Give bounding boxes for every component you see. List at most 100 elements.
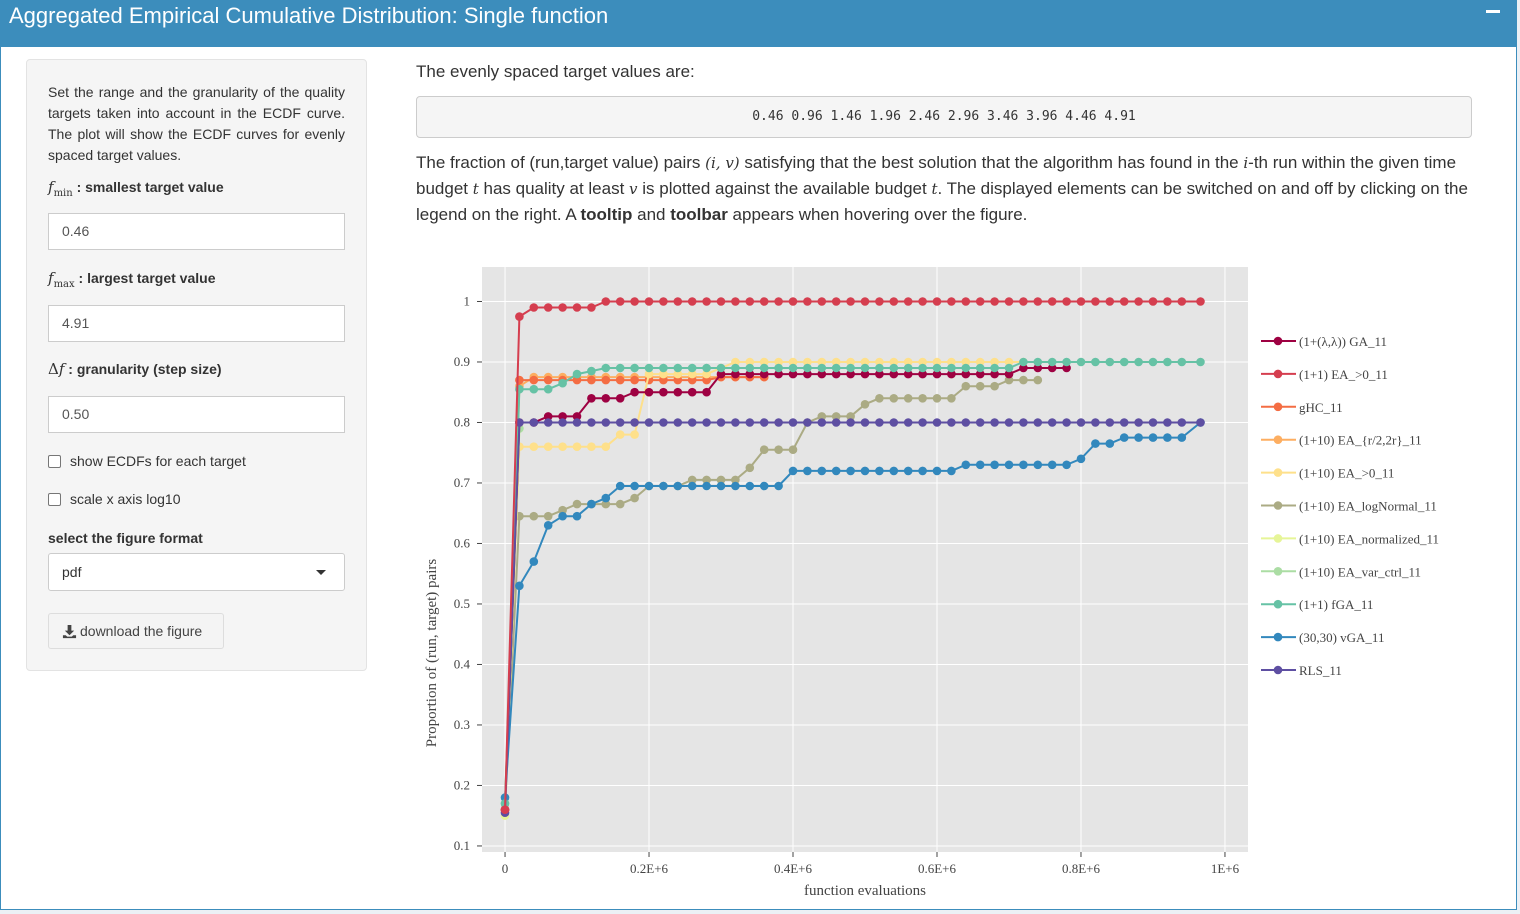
legend-item[interactable]: (1+10) EA_>0_11 (1261, 466, 1394, 481)
data-point (1062, 363, 1071, 373)
format-select[interactable]: pdf (48, 553, 345, 591)
data-point (846, 357, 855, 367)
data-point (803, 466, 812, 476)
show-ecdfs-checkbox-row[interactable]: show ECDFs for each target (48, 453, 246, 469)
data-point (817, 418, 827, 427)
scale-log-checkbox-row[interactable]: scale x axis log10 (48, 491, 181, 507)
data-point (788, 297, 798, 306)
data-point (903, 297, 913, 306)
data-point (961, 297, 971, 306)
fmin-input[interactable]: 0.46 (48, 213, 345, 250)
delta-input[interactable]: 0.50 (48, 396, 345, 433)
data-point (889, 466, 899, 476)
data-point (659, 481, 668, 491)
data-point (659, 369, 668, 379)
legend-label: (1+10) EA_normalized_11 (1299, 531, 1439, 546)
x-tick-label: 0.8E+6 (1062, 861, 1101, 876)
data-point (975, 363, 985, 373)
data-point (961, 369, 971, 379)
sidebar-description: Set the range and the granularity of the… (48, 84, 345, 163)
data-point (687, 375, 697, 385)
legend-item[interactable]: (1+1) fGA_11 (1261, 597, 1373, 612)
scale-log-checkbox[interactable] (48, 492, 61, 506)
legend-item[interactable]: (30,30) vGA_11 (1261, 630, 1384, 645)
data-point (975, 460, 985, 470)
data-point (932, 357, 942, 367)
data-point (759, 445, 769, 454)
data-point (961, 460, 971, 470)
data-point (515, 375, 524, 385)
legend-item[interactable]: (1+1) EA_>0_11 (1261, 367, 1388, 382)
legend-item[interactable]: gHC_11 (1261, 400, 1343, 415)
data-point (975, 357, 985, 367)
data-point (831, 369, 841, 379)
data-point (702, 475, 711, 485)
data-point (673, 375, 683, 385)
show-ecdfs-label: show ECDFs for each target (70, 453, 246, 469)
data-point (875, 466, 884, 476)
data-point (1177, 433, 1187, 442)
show-ecdfs-checkbox[interactable] (48, 454, 61, 468)
y-tick-label: 0.4 (454, 656, 471, 671)
legend-item[interactable]: RLS_11 (1261, 663, 1342, 678)
data-point (1004, 369, 1014, 379)
data-point (630, 481, 639, 491)
data-point (1134, 297, 1143, 306)
fmin-label: fmin : smallest target value (48, 178, 224, 199)
data-point (716, 297, 726, 306)
data-point (731, 297, 740, 306)
series-line (504, 367, 1067, 810)
data-point (831, 412, 841, 421)
data-point (1163, 357, 1172, 367)
data-point (846, 466, 855, 476)
legend-item[interactable]: (1+10) EA_{r/2,2r}_11 (1261, 433, 1422, 448)
data-point (1004, 375, 1014, 385)
data-point (990, 460, 999, 470)
data-point (759, 481, 769, 491)
data-point (774, 481, 783, 491)
data-point (558, 505, 567, 515)
y-tick-label: 0.6 (454, 535, 471, 550)
data-point (918, 369, 927, 379)
legend-label: (1+1) EA_>0_11 (1299, 367, 1388, 382)
data-point (1163, 418, 1172, 427)
series-9 (500, 418, 1205, 802)
data-point (774, 445, 783, 454)
data-point (601, 297, 611, 306)
targets-values: 0.46 0.96 1.46 1.96 2.46 2.96 3.46 3.96 … (416, 96, 1472, 138)
data-point (615, 375, 625, 385)
legend-item[interactable]: (1+10) EA_var_ctrl_11 (1261, 564, 1421, 579)
data-point (673, 363, 683, 373)
data-point (1076, 357, 1086, 367)
download-figure-button[interactable]: download the figure (48, 613, 224, 649)
legend-item[interactable]: (1+10) EA_normalized_11 (1261, 531, 1439, 546)
ecdf-chart[interactable]: 0.1 0.2 0.3 0.4 0.5 0.6 0.7 0.8 0.9 1 0 0.2E+6 0.4E… (416, 255, 1496, 905)
data-point (687, 418, 697, 427)
data-point (831, 363, 841, 373)
data-point (644, 363, 654, 373)
legend-item[interactable]: (1+10) EA_logNormal_11 (1261, 499, 1437, 514)
collapse-icon[interactable] (1486, 10, 1500, 13)
chart-legend[interactable]: (1+(λ,λ)) GA_11 (1+1) EA_>0_11 gHC_11 (1+10… (1261, 334, 1439, 678)
data-point (846, 412, 855, 421)
data-point (615, 499, 625, 509)
data-point (1196, 418, 1205, 427)
data-point (687, 475, 697, 485)
data-point (702, 297, 711, 306)
para-text-7: appears when hovering over the figure. (727, 205, 1028, 224)
data-point (644, 481, 654, 491)
fmax-input[interactable]: 4.91 (48, 305, 345, 342)
data-point (572, 303, 582, 312)
data-point (644, 297, 654, 306)
data-point (731, 363, 740, 373)
legend-marker (1273, 599, 1283, 609)
description-paragraph: The fraction of (run,target value) pairs… (416, 150, 1476, 228)
para-text-6: . The displayed elements can be switched… (416, 179, 1468, 224)
data-point (1019, 363, 1028, 373)
data-point (572, 375, 582, 385)
scale-log-label: scale x axis log10 (70, 491, 181, 507)
legend-item[interactable]: (1+(λ,λ)) GA_11 (1261, 334, 1387, 349)
data-point (1119, 357, 1129, 367)
data-point (702, 481, 711, 491)
